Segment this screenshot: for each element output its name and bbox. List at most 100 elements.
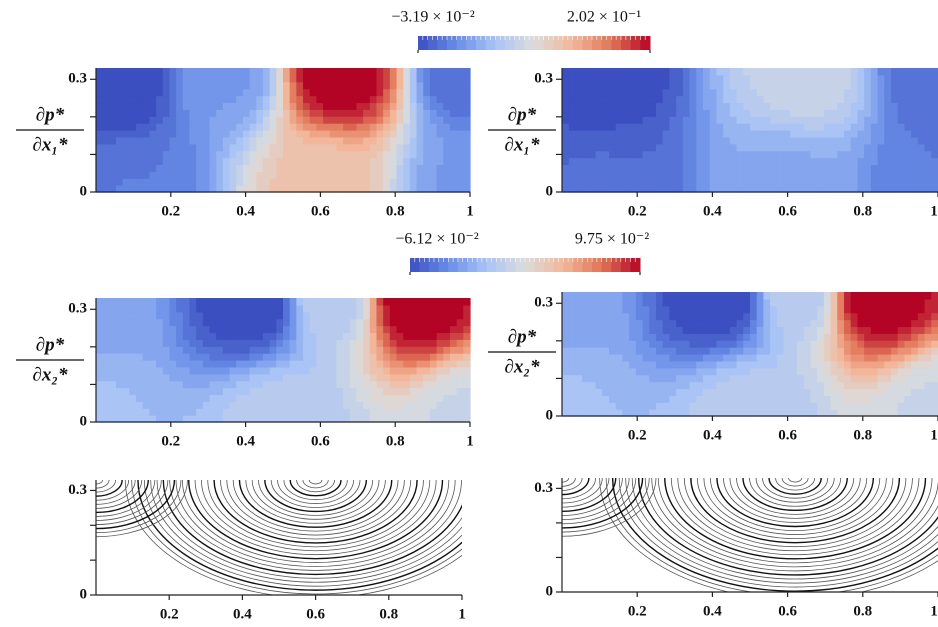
field-cell bbox=[109, 88, 117, 97]
field-cell bbox=[729, 95, 738, 104]
field-cell bbox=[743, 340, 751, 348]
colorbar-band bbox=[437, 36, 448, 50]
field-cell bbox=[924, 388, 932, 396]
field-cell bbox=[429, 366, 438, 375]
field-cell bbox=[216, 408, 224, 416]
field-cell bbox=[236, 373, 244, 382]
field-cell bbox=[196, 88, 204, 97]
field-cell bbox=[116, 373, 124, 382]
field-cell bbox=[582, 95, 590, 104]
field-cell bbox=[389, 353, 398, 361]
field-cell bbox=[456, 360, 464, 368]
field-cell bbox=[783, 354, 791, 362]
field-cell bbox=[129, 95, 137, 104]
field-cell bbox=[343, 150, 351, 159]
field-cell bbox=[236, 164, 244, 172]
field-cell bbox=[383, 311, 391, 320]
field-cell bbox=[443, 109, 451, 117]
field-cell bbox=[716, 326, 724, 334]
field-cell bbox=[817, 388, 825, 396]
field-cell bbox=[456, 102, 464, 110]
field-cell bbox=[776, 123, 785, 131]
field-cell bbox=[109, 136, 117, 145]
field-cell bbox=[329, 123, 338, 131]
field-cell bbox=[142, 178, 151, 186]
field-cell bbox=[709, 150, 718, 159]
field-cell bbox=[797, 171, 805, 179]
field-cell bbox=[803, 171, 812, 179]
field-cell bbox=[615, 74, 624, 83]
field-cell bbox=[602, 409, 610, 417]
field-cell bbox=[723, 164, 731, 172]
x-tick-label: 0.6 bbox=[311, 203, 330, 219]
field-cell bbox=[609, 88, 617, 97]
field-cell bbox=[429, 415, 438, 423]
field-cell bbox=[156, 353, 164, 361]
field-cell bbox=[336, 150, 344, 159]
field-cell bbox=[723, 157, 731, 166]
streamline bbox=[96, 480, 182, 533]
field-cell bbox=[716, 333, 724, 341]
field-cell bbox=[369, 68, 378, 76]
field-cell bbox=[102, 366, 110, 375]
field-cell bbox=[562, 178, 570, 186]
field-cell bbox=[662, 333, 671, 341]
field-cell bbox=[931, 185, 938, 193]
field-cell bbox=[676, 68, 684, 76]
field-cell bbox=[129, 311, 137, 320]
field-cell bbox=[743, 381, 751, 390]
field-cell bbox=[376, 150, 384, 159]
field-cell bbox=[723, 354, 731, 362]
field-cell bbox=[656, 68, 664, 76]
field-cell bbox=[116, 304, 124, 313]
field-cell bbox=[369, 74, 378, 83]
field-cell bbox=[817, 360, 825, 369]
field-cell bbox=[783, 116, 791, 124]
field-cell bbox=[864, 171, 872, 179]
field-cell bbox=[790, 109, 798, 117]
field-cell bbox=[142, 88, 151, 97]
field-cell bbox=[615, 116, 624, 124]
field-cell bbox=[763, 409, 771, 417]
field-cell bbox=[864, 116, 872, 124]
field-cell bbox=[682, 374, 691, 383]
field-cell bbox=[449, 325, 458, 334]
field-cell bbox=[349, 311, 358, 320]
field-cell bbox=[156, 304, 164, 313]
field-cell bbox=[376, 408, 384, 416]
field-cell bbox=[857, 185, 865, 193]
field-cell bbox=[142, 415, 151, 423]
field-cell bbox=[443, 325, 451, 334]
field-cell bbox=[296, 318, 304, 327]
field-cell bbox=[182, 353, 191, 361]
field-cell bbox=[716, 109, 724, 117]
field-cell bbox=[602, 367, 610, 376]
field-cell bbox=[242, 88, 251, 97]
field-cell bbox=[682, 95, 691, 104]
field-cell bbox=[897, 347, 906, 355]
field-cell bbox=[102, 380, 110, 389]
field-cell bbox=[289, 81, 297, 90]
field-cell bbox=[176, 95, 184, 104]
field-cell bbox=[629, 367, 637, 376]
field-cell bbox=[864, 178, 872, 186]
field-cell bbox=[917, 388, 926, 396]
field-cell bbox=[924, 68, 932, 76]
field-cell bbox=[396, 401, 404, 409]
field-cell bbox=[729, 81, 738, 90]
field-cell bbox=[109, 164, 117, 172]
field-cell bbox=[817, 116, 825, 124]
field-cell bbox=[897, 178, 906, 186]
field-cell bbox=[823, 292, 832, 300]
field-cell bbox=[216, 401, 224, 409]
field-cell bbox=[303, 366, 311, 375]
field-cell bbox=[689, 185, 697, 193]
field-cell bbox=[830, 402, 838, 410]
field-cell bbox=[129, 360, 137, 368]
field-cell bbox=[316, 74, 324, 83]
field-cell bbox=[622, 95, 630, 104]
field-cell bbox=[911, 312, 919, 321]
field-cell bbox=[756, 68, 765, 76]
field-cell bbox=[904, 109, 912, 117]
